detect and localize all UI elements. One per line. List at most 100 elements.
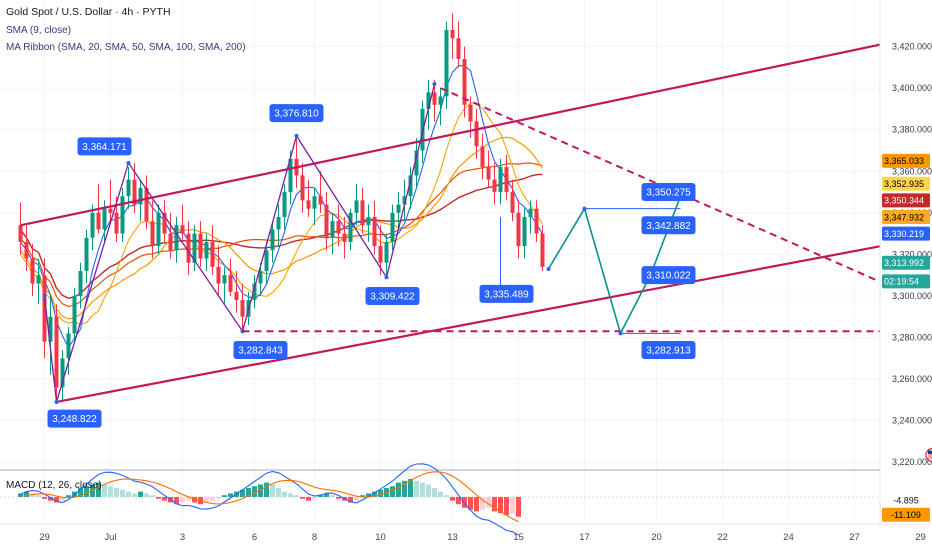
macd-histogram-bar <box>318 495 323 497</box>
macd-histogram-bar <box>216 497 221 499</box>
macd-histogram-bar <box>366 493 371 497</box>
candle-up <box>78 271 83 296</box>
candle-up <box>84 237 89 272</box>
time-axis-label: 27 <box>849 532 860 543</box>
macd-histogram-bar <box>312 497 317 499</box>
candle-down <box>534 208 539 234</box>
annotation-box <box>77 137 132 156</box>
macd-histogram-bar <box>516 497 521 517</box>
price-tag-label: 3,350.344 <box>884 196 924 206</box>
price-axis-labels: 3,220.000 3,240.000 3,260.000 3,280.000 3,30… <box>892 42 932 468</box>
macd-histogram-bar <box>282 491 287 497</box>
candle-up <box>102 208 107 230</box>
sma-legend[interactable]: SMA (9, close) <box>6 25 72 36</box>
macd-histogram-bar <box>24 491 29 497</box>
candle-down <box>18 225 23 242</box>
macd-tag: -11.109 <box>882 507 930 522</box>
macd-histogram-bar <box>456 497 461 505</box>
price-axis-label: 3,360.000 <box>892 166 932 176</box>
candle-down <box>300 175 305 201</box>
projection-point <box>546 266 551 271</box>
candle-down <box>114 212 119 234</box>
annotation-box <box>641 340 696 359</box>
event-icons <box>925 447 932 463</box>
macd-histogram-bar <box>402 480 407 497</box>
candle-up <box>366 216 371 226</box>
zigzag-point <box>432 81 437 86</box>
price-tag-label: 3,347.932 <box>884 212 924 222</box>
macd-tag-box <box>882 507 930 522</box>
macd-histogram-bar <box>396 482 401 497</box>
channel-lower <box>56 245 880 404</box>
candle-down <box>318 196 323 205</box>
macd-histogram-bar <box>510 497 515 514</box>
macd-histogram-bar <box>438 491 443 497</box>
candle-up <box>354 200 359 213</box>
annotation-callout: 3,342.882 <box>641 216 696 235</box>
macd-histogram-bar <box>54 497 59 503</box>
candle-down <box>492 179 497 193</box>
macd-histogram-bar <box>378 489 383 497</box>
macd-histogram-bar <box>294 495 299 497</box>
ma20-line <box>20 102 543 326</box>
macd-histogram-bar <box>156 497 161 499</box>
candle-up <box>66 333 71 359</box>
candle-down <box>96 212 101 230</box>
time-axis-labels: 29Jul368101315172022242729Aug57 <box>39 532 926 543</box>
candle-up <box>120 196 125 234</box>
candle-up <box>312 196 317 209</box>
zigzag-point <box>42 293 47 298</box>
annotation-box <box>641 266 696 285</box>
candle-down <box>210 241 215 267</box>
macd-histogram-bar <box>444 495 449 497</box>
macd-histogram-bar <box>414 480 419 497</box>
macd-histogram-bar <box>288 493 293 497</box>
macd-histogram-bar <box>204 497 209 503</box>
annotation-callout: 3,282.913 <box>641 340 696 359</box>
candle-up <box>426 92 431 109</box>
macd-histogram-bar <box>42 497 47 499</box>
macd-histogram-bar <box>84 486 89 497</box>
macd-tag-box <box>882 493 930 508</box>
macd-histogram-bar <box>474 497 479 512</box>
annotation-label: 3,248.822 <box>52 414 97 425</box>
macd-histogram-bar <box>78 488 83 497</box>
time-axis-label: 13 <box>447 532 458 543</box>
candle-up <box>90 212 95 238</box>
descending-dashed <box>440 87 880 283</box>
annotation-label: 3,364.171 <box>82 142 127 153</box>
candle-up <box>222 275 227 284</box>
main-plot-area <box>18 13 880 405</box>
macd-histogram-bar <box>270 484 275 497</box>
candle-up <box>72 295 77 334</box>
macd-legend[interactable]: MACD (12, 26, close) <box>6 480 102 491</box>
macd-histogram-bar <box>372 491 377 497</box>
macd-histogram-bar <box>120 489 125 497</box>
macd-histogram-bar <box>252 486 257 497</box>
candle-up <box>204 241 209 259</box>
macd-histogram-bar <box>132 493 137 497</box>
macd-histogram-bar <box>306 497 311 501</box>
candle-up <box>264 250 269 272</box>
macd-histogram-bar <box>60 497 65 501</box>
ma-ribbon-legend[interactable]: MA Ribbon (SMA, 20, SMA, 50, SMA, 100, S… <box>6 42 246 53</box>
macd-histogram-bar <box>192 497 197 503</box>
macd-histogram-bar <box>144 493 149 497</box>
macd-histogram-bar <box>498 497 503 514</box>
annotation-label: 3,282.913 <box>646 345 691 356</box>
price-annotations: 3,248.822 3,364.171 3,282.843 3,376.810 3,30… <box>47 104 696 428</box>
candle-up <box>348 212 353 242</box>
macd-histogram-bar <box>432 488 437 497</box>
candle-down <box>342 233 347 242</box>
symbol-legend-title[interactable]: Gold Spot / U.S. Dollar · 4h · PYTH <box>6 6 171 18</box>
price-tag-box <box>882 193 930 208</box>
candle-up <box>258 271 263 284</box>
annotation-callout: 3,350.275 <box>641 183 696 202</box>
annotation-label: 3,342.882 <box>646 221 691 232</box>
macd-histogram-bar <box>108 486 113 497</box>
candle-down <box>54 316 59 388</box>
sma9-line <box>20 65 543 349</box>
candle-down <box>198 233 203 259</box>
